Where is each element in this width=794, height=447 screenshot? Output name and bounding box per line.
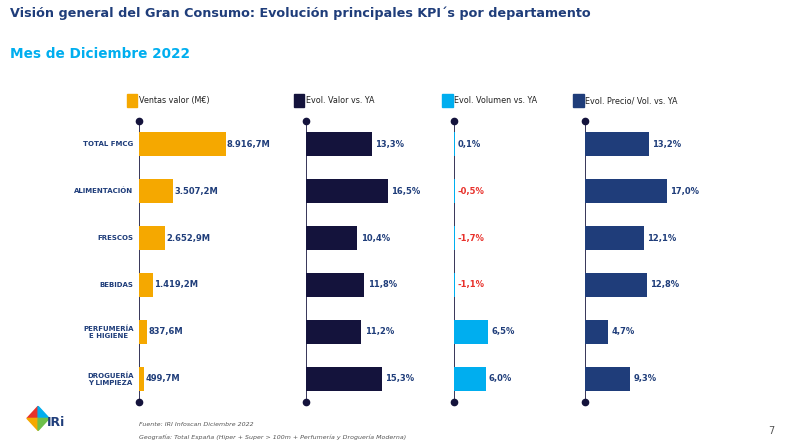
Bar xyxy=(139,367,144,391)
Text: 17,0%: 17,0% xyxy=(670,186,700,196)
Text: 13,3%: 13,3% xyxy=(375,139,404,149)
Bar xyxy=(306,367,382,391)
Bar xyxy=(585,273,647,297)
Bar xyxy=(585,226,644,250)
Text: 2.652,9M: 2.652,9M xyxy=(166,233,210,243)
Text: 837,6M: 837,6M xyxy=(148,327,183,337)
Text: 4,7%: 4,7% xyxy=(611,327,634,337)
Text: Evol. Volumen vs. YA: Evol. Volumen vs. YA xyxy=(454,96,538,105)
Polygon shape xyxy=(27,406,38,418)
Text: 12,1%: 12,1% xyxy=(647,233,676,243)
Bar xyxy=(454,367,486,391)
Text: Fuente: IRI Infoscan Diciembre 2022: Fuente: IRI Infoscan Diciembre 2022 xyxy=(139,422,253,427)
Text: 16,5%: 16,5% xyxy=(391,186,420,196)
Polygon shape xyxy=(38,406,49,418)
Bar xyxy=(139,179,173,203)
Text: FRESCOS: FRESCOS xyxy=(98,235,133,241)
Text: -1,7%: -1,7% xyxy=(457,233,484,243)
Text: 8.916,7M: 8.916,7M xyxy=(227,139,271,149)
Text: BEBIDAS: BEBIDAS xyxy=(99,282,133,288)
Bar xyxy=(139,273,152,297)
Bar xyxy=(585,132,649,156)
Text: 12,8%: 12,8% xyxy=(650,280,680,290)
Text: DROGUERÍA
Y LIMPIEZA: DROGUERÍA Y LIMPIEZA xyxy=(87,372,133,386)
Text: -0,5%: -0,5% xyxy=(457,186,484,196)
Bar xyxy=(454,320,488,344)
Bar xyxy=(306,226,357,250)
Text: Evol. Valor vs. YA: Evol. Valor vs. YA xyxy=(306,96,374,105)
Bar xyxy=(306,273,364,297)
Polygon shape xyxy=(38,418,49,430)
Text: TOTAL FMCG: TOTAL FMCG xyxy=(83,141,133,147)
Text: PERFUMERÍA
E HIGIENE: PERFUMERÍA E HIGIENE xyxy=(83,325,133,339)
Bar xyxy=(306,132,372,156)
Polygon shape xyxy=(27,418,38,430)
Bar xyxy=(139,132,225,156)
Text: Visión general del Gran Consumo: Evolución principales KPI´s por departamento: Visión general del Gran Consumo: Evoluci… xyxy=(10,7,591,20)
Bar xyxy=(139,320,147,344)
Text: 3.507,2M: 3.507,2M xyxy=(175,186,218,196)
Text: 10,4%: 10,4% xyxy=(360,233,390,243)
Text: IRi: IRi xyxy=(46,416,64,429)
Text: 11,2%: 11,2% xyxy=(364,327,394,337)
Text: Evol. Precio/ Vol. vs. YA: Evol. Precio/ Vol. vs. YA xyxy=(585,96,677,105)
Text: 1.419,2M: 1.419,2M xyxy=(154,280,198,290)
Bar xyxy=(139,226,164,250)
Text: Mes de Diciembre 2022: Mes de Diciembre 2022 xyxy=(10,47,191,61)
Bar xyxy=(306,320,361,344)
Text: ALIMENTACIÓN: ALIMENTACIÓN xyxy=(75,188,133,194)
Text: -1,1%: -1,1% xyxy=(457,280,484,290)
Text: Ventas valor (M€): Ventas valor (M€) xyxy=(139,96,210,105)
Text: Geografía: Total España (Hiper + Super > 100m + Perfumería y Droguería Moderna): Geografía: Total España (Hiper + Super >… xyxy=(139,435,407,440)
Bar xyxy=(306,179,387,203)
Text: 0,1%: 0,1% xyxy=(457,139,480,149)
Text: 6,5%: 6,5% xyxy=(491,327,515,337)
Bar xyxy=(585,367,630,391)
Text: 9,3%: 9,3% xyxy=(634,374,657,384)
Text: 11,8%: 11,8% xyxy=(368,280,397,290)
Text: 6,0%: 6,0% xyxy=(488,374,512,384)
Bar xyxy=(585,179,667,203)
Bar xyxy=(585,320,608,344)
Text: 15,3%: 15,3% xyxy=(385,374,414,384)
Text: 7: 7 xyxy=(768,426,774,436)
Text: 13,2%: 13,2% xyxy=(652,139,681,149)
Text: 499,7M: 499,7M xyxy=(145,374,179,384)
